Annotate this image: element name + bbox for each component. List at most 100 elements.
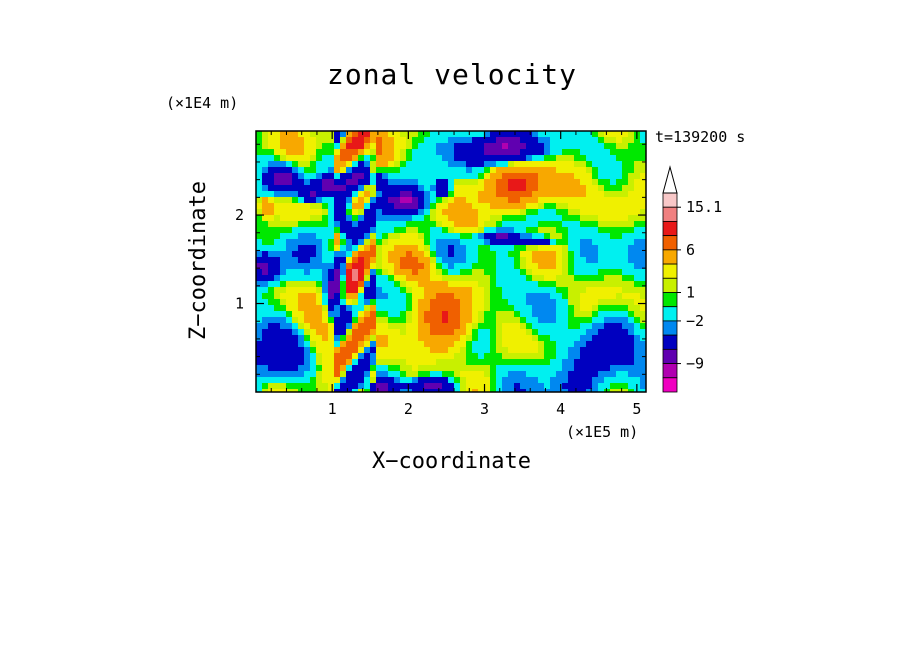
heat-cell	[358, 365, 364, 371]
heat-cell	[496, 131, 502, 137]
heat-cell	[364, 269, 370, 275]
heat-cell	[316, 353, 322, 359]
heat-cell	[436, 365, 442, 371]
heat-cell	[352, 323, 358, 329]
heat-cell	[268, 203, 274, 209]
heat-cell	[562, 137, 568, 143]
heat-cell	[430, 185, 436, 191]
heat-cell	[598, 251, 604, 257]
heat-cell	[268, 359, 274, 365]
heat-cell	[358, 335, 364, 341]
heat-cell	[376, 371, 382, 377]
heat-cell	[412, 287, 418, 293]
heat-cell	[562, 251, 568, 257]
heat-cell	[376, 263, 382, 269]
heat-cell	[352, 173, 358, 179]
heat-cell	[304, 305, 310, 311]
heat-cell	[580, 203, 586, 209]
heat-cell	[334, 317, 340, 323]
heat-cell	[334, 233, 340, 239]
heat-cell	[292, 137, 298, 143]
heat-cell	[280, 161, 286, 167]
heat-cell	[298, 215, 304, 221]
heat-cell	[568, 137, 574, 143]
heat-cell	[424, 185, 430, 191]
heat-cell	[256, 191, 262, 197]
heat-cell	[322, 371, 328, 377]
heat-cell	[616, 305, 622, 311]
heat-cell	[352, 287, 358, 293]
heat-cell	[640, 233, 646, 239]
heat-cell	[334, 359, 340, 365]
heat-cell	[346, 335, 352, 341]
heat-cell	[406, 239, 412, 245]
heat-cell	[256, 233, 262, 239]
heat-cell	[304, 161, 310, 167]
heat-cell	[508, 137, 514, 143]
heat-cell	[334, 287, 340, 293]
heat-cell	[328, 131, 334, 137]
heat-cell	[562, 383, 568, 389]
heat-cell	[580, 251, 586, 257]
heat-cell	[634, 347, 640, 353]
heat-cell	[538, 257, 544, 263]
heat-cell	[418, 227, 424, 233]
heat-cell	[436, 377, 442, 383]
heat-cell	[430, 371, 436, 377]
heat-cell	[520, 323, 526, 329]
heat-cell	[412, 365, 418, 371]
heat-cell	[508, 353, 514, 359]
heat-cell	[484, 377, 490, 383]
heat-cell	[430, 203, 436, 209]
heat-cell	[394, 143, 400, 149]
heat-cell	[274, 347, 280, 353]
heat-cell	[550, 245, 556, 251]
heat-cell	[328, 245, 334, 251]
heat-cell	[484, 341, 490, 347]
heat-cell	[358, 137, 364, 143]
heat-cell	[634, 161, 640, 167]
heat-cell	[280, 311, 286, 317]
heat-cell	[550, 383, 556, 389]
heat-cell	[472, 281, 478, 287]
heat-cell	[418, 173, 424, 179]
heat-cell	[466, 347, 472, 353]
heat-cell	[364, 227, 370, 233]
heat-cell	[616, 317, 622, 323]
heat-cell	[514, 281, 520, 287]
heat-cell	[298, 173, 304, 179]
heat-cell	[442, 143, 448, 149]
heat-cell	[448, 305, 454, 311]
heat-cell	[400, 203, 406, 209]
heat-cell	[550, 323, 556, 329]
heat-cell	[412, 377, 418, 383]
heat-cell	[292, 155, 298, 161]
heat-cell	[544, 191, 550, 197]
heat-cell	[550, 221, 556, 227]
heat-cell	[478, 335, 484, 341]
heat-cell	[508, 173, 514, 179]
heat-cell	[634, 155, 640, 161]
heat-cell	[292, 275, 298, 281]
heat-cell	[550, 287, 556, 293]
heat-cell	[568, 305, 574, 311]
heat-cell	[418, 377, 424, 383]
heat-cell	[538, 317, 544, 323]
heat-cell	[502, 185, 508, 191]
heat-cell	[274, 323, 280, 329]
heat-cell	[478, 251, 484, 257]
heat-cell	[388, 209, 394, 215]
heat-cell	[478, 293, 484, 299]
heat-cell	[628, 167, 634, 173]
heat-cell	[586, 143, 592, 149]
heat-cell	[286, 287, 292, 293]
heat-cell	[310, 227, 316, 233]
heat-cell	[382, 203, 388, 209]
heat-cell	[400, 209, 406, 215]
heat-cell	[370, 293, 376, 299]
heat-cell	[460, 365, 466, 371]
heat-cell	[508, 155, 514, 161]
heat-cell	[436, 257, 442, 263]
heat-cell	[358, 371, 364, 377]
heat-cell	[436, 359, 442, 365]
